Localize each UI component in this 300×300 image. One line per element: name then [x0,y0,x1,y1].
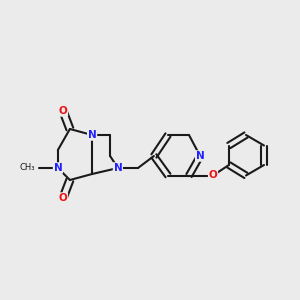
Text: O: O [58,106,68,116]
Text: CH₃: CH₃ [20,164,35,172]
Text: N: N [53,163,62,173]
Text: O: O [58,193,68,203]
Text: N: N [113,163,122,173]
Text: O: O [208,170,217,181]
Text: N: N [196,151,205,161]
Text: N: N [88,130,97,140]
